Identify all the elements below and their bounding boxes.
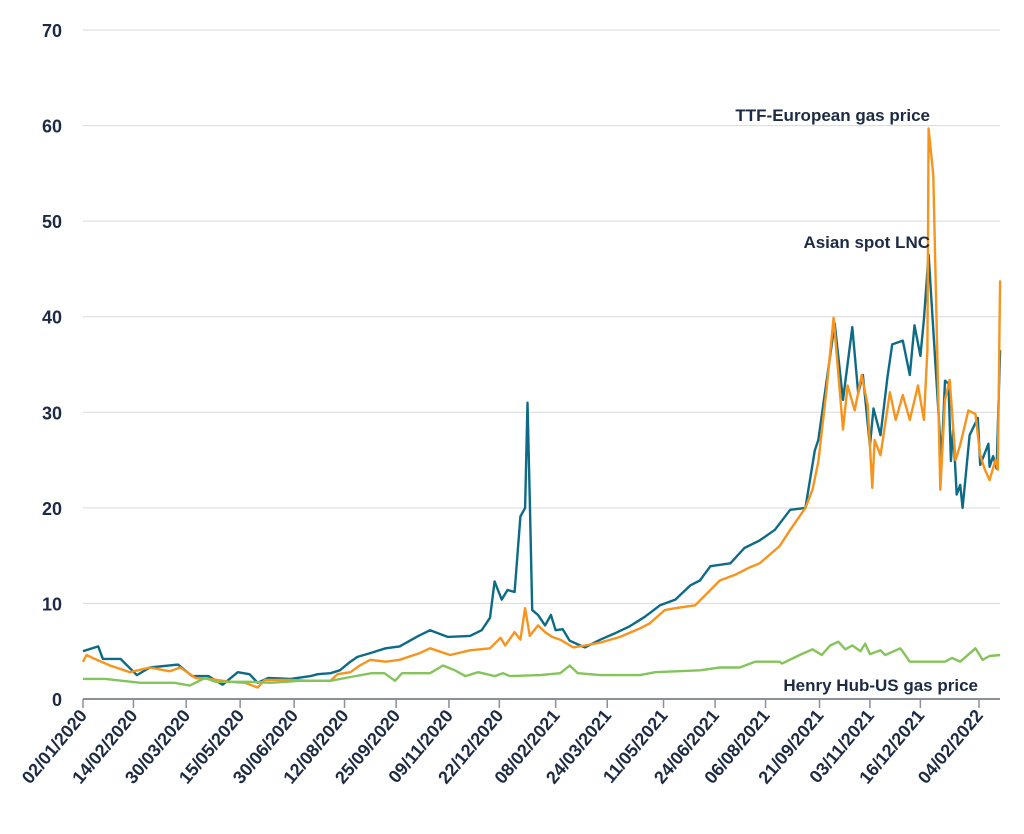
y-tick-label: 10	[42, 594, 62, 614]
y-tick-label: 20	[42, 499, 62, 519]
y-tick-label: 50	[42, 212, 62, 232]
y-tick-label: 40	[42, 308, 62, 328]
series-lines	[81, 127, 1002, 689]
series-line-henry-hub-us-gas-price	[83, 640, 1001, 687]
annotation-henry-hub: Henry Hub-US gas price	[783, 676, 978, 695]
annotation-asian-lng: Asian spot LNC	[803, 233, 930, 252]
annotation-ttf: TTF-European gas price	[735, 106, 930, 125]
y-tick-label: 30	[42, 403, 62, 423]
series-line-asian-spot-lnc	[82, 253, 1002, 686]
y-tick-label: 0	[52, 690, 62, 710]
x-axis-labels: 02/01/202014/02/202030/03/202015/05/2020…	[18, 706, 987, 788]
gridlines	[83, 29, 1000, 604]
y-axis-labels: 0 10 20 30 40 50 60 70	[42, 21, 62, 710]
x-axis-ticks	[82, 699, 980, 708]
y-tick-label: 60	[42, 117, 62, 137]
y-tick-label: 70	[42, 21, 62, 41]
